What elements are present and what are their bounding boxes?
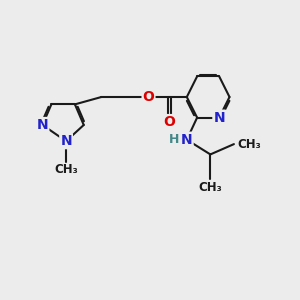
Text: H: H — [169, 133, 180, 146]
Text: N: N — [60, 134, 72, 148]
Text: O: O — [163, 115, 175, 129]
Text: CH₃: CH₃ — [238, 138, 261, 151]
Text: O: O — [142, 90, 154, 104]
Text: CH₃: CH₃ — [199, 181, 222, 194]
Text: CH₃: CH₃ — [54, 163, 78, 176]
Text: N: N — [181, 133, 193, 147]
Text: N: N — [37, 118, 48, 132]
Text: N: N — [213, 111, 225, 124]
